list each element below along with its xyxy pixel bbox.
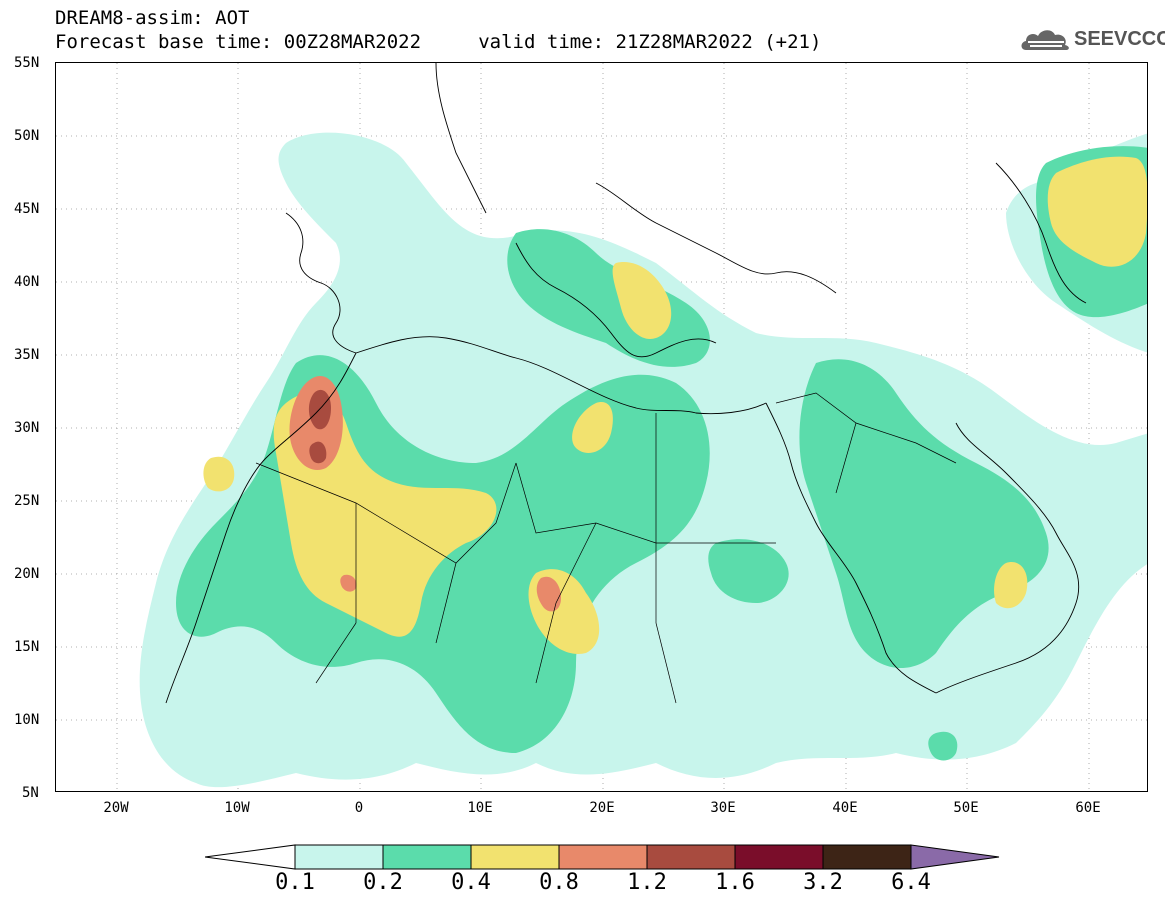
colorbar-box	[646, 844, 736, 870]
colorbar-box	[470, 844, 560, 870]
lon-tick: 10W	[224, 800, 250, 816]
lat-tick: 15N	[14, 639, 40, 655]
lon-tick: 20E	[589, 800, 615, 816]
colorbar-label: 3.2	[803, 870, 843, 895]
colorbar-box	[734, 844, 824, 870]
title-times: Forecast base time: 00Z28MAR2022 valid t…	[55, 31, 822, 53]
lat-tick: 40N	[14, 274, 40, 290]
colorbar	[205, 844, 1000, 870]
colorbar-label: 0.2	[363, 870, 403, 895]
lon-tick: 60E	[1075, 800, 1101, 816]
colorbar-label: 0.4	[451, 870, 491, 895]
lat-tick: 25N	[14, 493, 40, 509]
colorbar-box	[382, 844, 472, 870]
colorbar-label: 1.6	[715, 870, 755, 895]
lon-tick: 30E	[710, 800, 736, 816]
lat-tick: 10N	[14, 712, 40, 728]
lat-tick: 5N	[22, 785, 39, 801]
map-area	[55, 62, 1148, 792]
colorbar-upper-arrow	[910, 844, 1000, 870]
country-borders	[255, 392, 957, 704]
aot-map	[56, 63, 1147, 791]
cloud-icon	[1021, 30, 1069, 50]
coastlines	[165, 63, 1087, 704]
colorbar-label: 0.1	[275, 870, 315, 895]
colorbar-box	[822, 844, 912, 870]
colorbar-box	[294, 844, 384, 870]
lat-tick: 20N	[14, 566, 40, 582]
lon-tick: 20W	[103, 800, 129, 816]
lat-tick: 35N	[14, 347, 40, 363]
colorbar-box	[558, 844, 648, 870]
lat-tick: 55N	[14, 55, 40, 71]
seevccc-logo: SEEVCCC	[1018, 22, 1165, 58]
colorbar-lower-arrow	[205, 844, 296, 870]
lon-tick: 50E	[953, 800, 979, 816]
aot-level-5	[308, 389, 331, 464]
map-title: DREAM8-assim: AOT Forecast base time: 00…	[55, 6, 821, 54]
colorbar-label: 0.8	[539, 870, 579, 895]
lon-tick: 10E	[467, 800, 493, 816]
lat-tick: 45N	[14, 201, 40, 217]
lat-tick: 30N	[14, 420, 40, 436]
colorbar-label: 1.2	[627, 870, 667, 895]
colorbar-label: 6.4	[891, 870, 931, 895]
logo-text: SEEVCCC	[1074, 28, 1165, 50]
lon-tick: 40E	[832, 800, 858, 816]
lon-tick: 0	[354, 800, 364, 816]
title-model: DREAM8-assim: AOT	[55, 7, 250, 29]
lat-tick: 50N	[14, 128, 40, 144]
